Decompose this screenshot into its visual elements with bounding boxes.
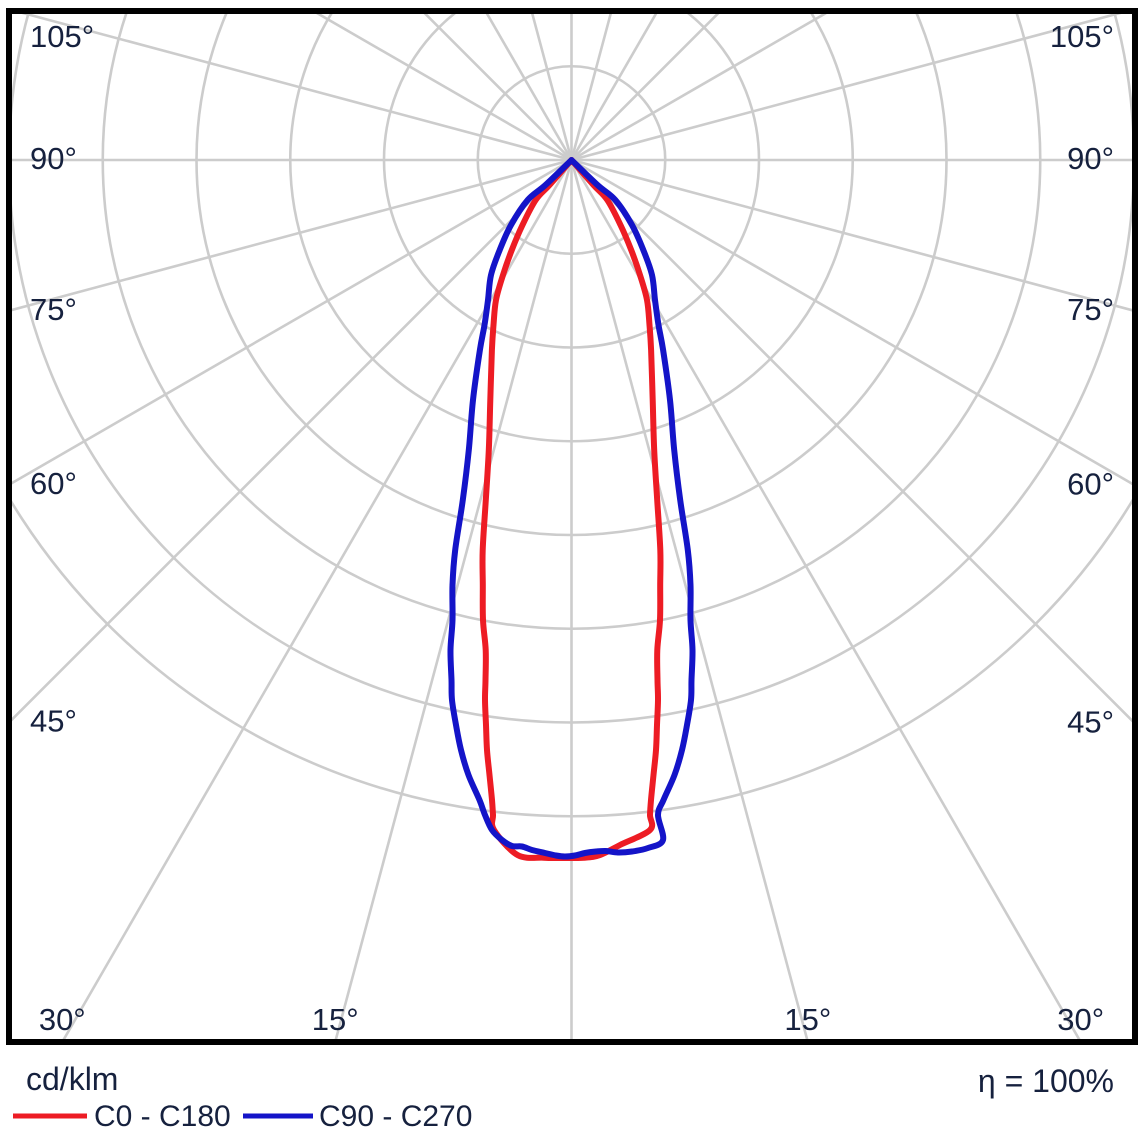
svg-text:η = 100%: η = 100% bbox=[978, 1063, 1114, 1099]
svg-text:90°: 90° bbox=[1067, 141, 1114, 176]
svg-text:15°: 15° bbox=[784, 1002, 831, 1037]
svg-text:105°: 105° bbox=[1050, 19, 1114, 54]
svg-text:15°: 15° bbox=[312, 1002, 359, 1037]
svg-text:cd/klm: cd/klm bbox=[26, 1061, 118, 1097]
svg-text:C0 - C180: C0 - C180 bbox=[94, 1100, 231, 1133]
svg-text:30°: 30° bbox=[1057, 1002, 1104, 1037]
svg-text:45°: 45° bbox=[30, 704, 77, 739]
svg-text:75°: 75° bbox=[30, 292, 77, 327]
svg-text:75°: 75° bbox=[1067, 292, 1114, 327]
svg-text:C90 - C270: C90 - C270 bbox=[319, 1100, 472, 1133]
svg-text:30°: 30° bbox=[39, 1002, 86, 1037]
svg-text:60°: 60° bbox=[1067, 467, 1114, 502]
svg-text:90°: 90° bbox=[30, 141, 77, 176]
svg-text:45°: 45° bbox=[1067, 705, 1114, 740]
svg-text:105°: 105° bbox=[30, 19, 94, 54]
svg-text:60°: 60° bbox=[30, 466, 77, 501]
